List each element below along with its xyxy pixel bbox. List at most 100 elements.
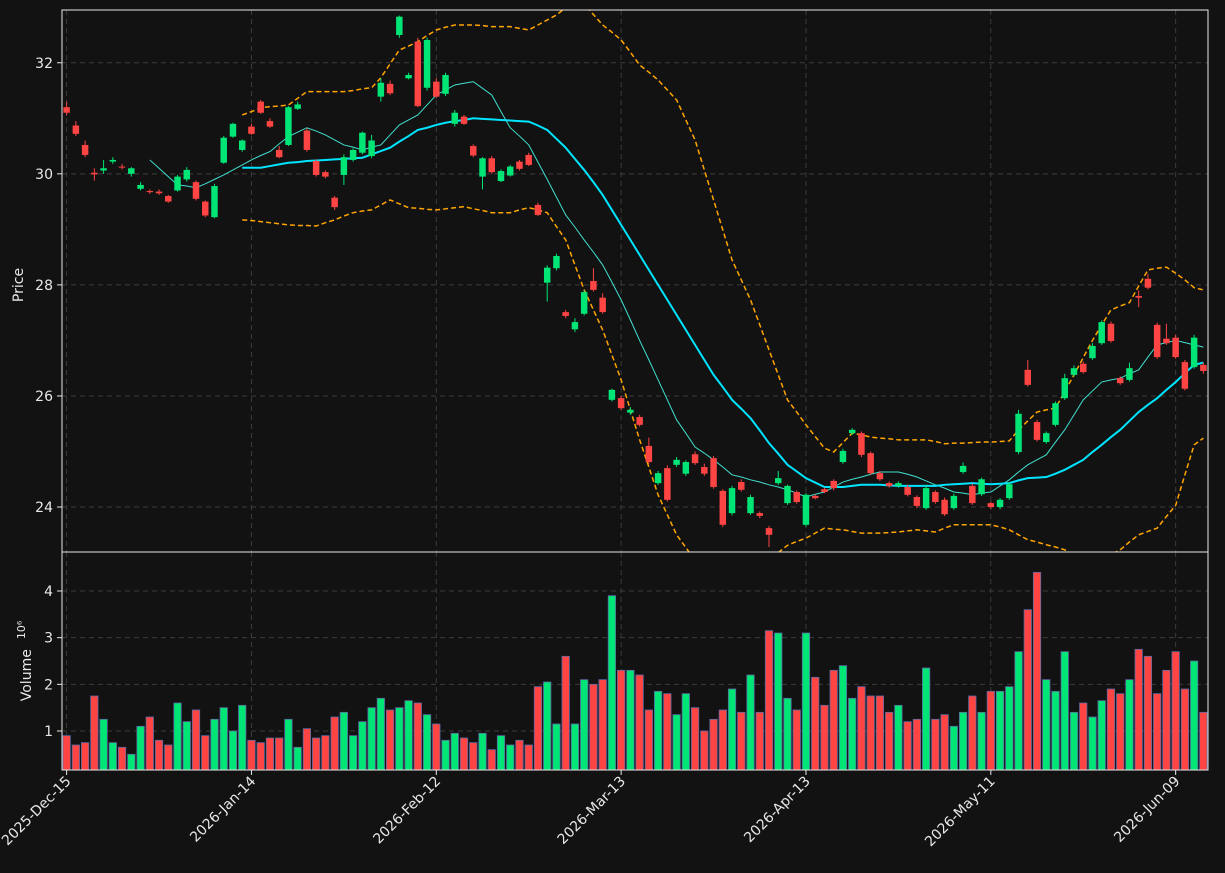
volume-bar (1060, 651, 1069, 770)
candle-body (562, 312, 569, 316)
candle-body (1153, 324, 1161, 358)
candle-body (405, 74, 412, 79)
volume-bar (958, 711, 968, 770)
volume-bar (1199, 711, 1208, 770)
volume-bar (820, 704, 829, 770)
candle-body (128, 168, 135, 174)
volume-bar (228, 730, 238, 770)
candle-body (996, 499, 1004, 508)
volume-bar (275, 737, 284, 770)
candle-body (359, 132, 366, 153)
volume-bar (395, 707, 404, 770)
candle-body (913, 497, 921, 506)
volume-bar (857, 686, 866, 770)
candle-body (1190, 337, 1198, 368)
volume-bar (219, 707, 228, 770)
candle-body (257, 101, 264, 113)
volume-bar (432, 723, 441, 770)
y-tick-label: 32 (35, 56, 53, 72)
candle-body (479, 158, 486, 177)
volume-bar (644, 709, 653, 770)
candle-body (1052, 403, 1059, 425)
volume-bar (1180, 688, 1189, 770)
volume-bar (838, 665, 848, 770)
volume-bar (1190, 660, 1199, 770)
volume-bar (922, 667, 931, 770)
y-tick-label: 28 (35, 278, 53, 294)
volume-bar (1014, 651, 1023, 770)
volume-bar (580, 679, 589, 770)
y-tick-label: 26 (35, 389, 53, 405)
volume-bar (71, 744, 80, 770)
volume-bar (367, 707, 376, 770)
candle-body (904, 487, 911, 495)
volume-bar (1097, 700, 1106, 770)
candle-body (821, 489, 828, 493)
candle-body (525, 154, 532, 165)
candle-body (1144, 278, 1152, 288)
candle-body (811, 495, 819, 499)
candle-body (1116, 378, 1124, 384)
volume-bar (829, 669, 838, 770)
candle-body (91, 172, 98, 175)
volume-bar (1032, 571, 1042, 770)
volume-bar (589, 683, 598, 770)
candle-body (1079, 363, 1087, 373)
volume-bar (617, 669, 626, 770)
candle-body (959, 465, 967, 473)
candle-body (1015, 413, 1022, 453)
volume-bar (626, 669, 635, 770)
volume-bar (422, 714, 432, 770)
candle-body (710, 458, 717, 488)
volume-bar (700, 730, 709, 770)
candle-body (1033, 422, 1041, 440)
x-tick-label: 2026-Mar-13 (555, 774, 629, 848)
volume-bar (1162, 669, 1171, 770)
candle-body (1181, 362, 1189, 389)
volume-label: Volume (19, 649, 35, 701)
candle-body (636, 417, 643, 425)
overlay-line (241, 10, 1204, 453)
candle-body (608, 389, 616, 400)
candle-body (802, 494, 810, 525)
volume-bar (552, 723, 561, 770)
volume-bar (681, 693, 690, 770)
candle-body (1107, 323, 1115, 341)
volume-bar (543, 681, 552, 770)
candle-body (876, 473, 884, 480)
y-tick-label: 30 (35, 167, 53, 183)
candle-body (848, 429, 856, 434)
candle-body (1043, 433, 1050, 443)
volume-bar (801, 632, 811, 770)
candle-body (433, 81, 440, 97)
volume-bar (1143, 655, 1153, 770)
candle-body (137, 184, 144, 189)
candle-body (830, 480, 837, 489)
volume-bar (690, 707, 700, 770)
x-tick-label: 2026-Jan-14 (187, 773, 259, 845)
volume-bar (450, 732, 459, 770)
volume-bar (894, 704, 903, 770)
candle-body (719, 490, 727, 525)
candle-layer (63, 15, 1207, 548)
y-tick-label: 24 (35, 500, 53, 516)
candle-body (349, 149, 357, 160)
volume-bar (108, 742, 117, 770)
volume-bar (792, 709, 801, 770)
volume-bar (145, 716, 154, 770)
candle-body (331, 197, 338, 208)
volume-bar (1079, 702, 1088, 770)
candle-body (645, 445, 653, 463)
candle-body (192, 182, 200, 199)
candle-body (1024, 369, 1032, 385)
candle-body (1089, 345, 1096, 359)
candle-body (1163, 338, 1170, 344)
candle-body (858, 433, 865, 455)
volume-bar (1171, 651, 1180, 770)
candle-body (63, 107, 70, 113)
volume-bar (1134, 648, 1143, 770)
candle-body (691, 454, 699, 464)
volume-bar (654, 690, 663, 770)
volume-bar (1042, 679, 1051, 770)
volume-bar (1153, 693, 1162, 770)
